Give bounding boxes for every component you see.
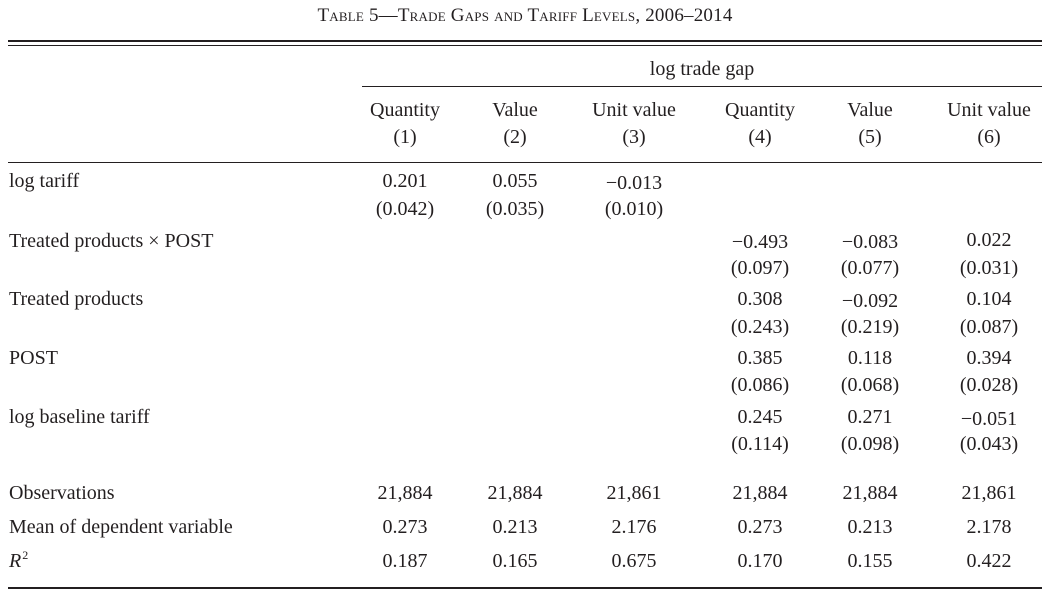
bottom-rule	[8, 587, 1042, 589]
coef-cell: 0.394	[966, 347, 1012, 369]
coef-cell: 0.104	[966, 288, 1012, 310]
column-number-2: (2)	[503, 126, 527, 148]
stat-cell: 0.170	[737, 550, 783, 572]
se-cell: (0.087)	[959, 316, 1019, 338]
column-header-6: Unit value	[947, 99, 1031, 121]
stat-cell: 0.213	[847, 516, 893, 538]
row-label-log-tariff: log tariff	[9, 170, 80, 192]
stat-cell: 21,861	[961, 482, 1017, 504]
column-number-3: (3)	[622, 126, 646, 148]
stat-cell: 0.213	[492, 516, 538, 538]
coef-cell: −0.013	[605, 172, 663, 194]
se-cell: (0.042)	[375, 198, 435, 220]
column-number-1: (1)	[393, 126, 417, 148]
row-label-mean-dependent: Mean of dependent variable	[9, 516, 233, 538]
se-cell: (0.043)	[959, 433, 1019, 455]
coef-cell: −0.092	[841, 290, 899, 312]
column-header-3: Unit value	[592, 99, 676, 121]
column-header-4: Quantity	[725, 99, 795, 121]
row-label-log-baseline-tariff: log baseline tariff	[9, 406, 150, 428]
column-header-5: Value	[847, 99, 893, 121]
stat-cell: 21,884	[842, 482, 898, 504]
coef-cell: 0.308	[737, 288, 783, 310]
coef-cell: −0.493	[731, 231, 789, 253]
stat-cell: 0.165	[492, 550, 538, 572]
coef-cell: 0.271	[847, 406, 893, 428]
se-cell: (0.243)	[730, 316, 790, 338]
stat-cell: 21,861	[606, 482, 662, 504]
coef-cell: −0.051	[960, 408, 1018, 430]
row-label-treated: Treated products	[9, 288, 144, 310]
header-rule	[8, 162, 1042, 163]
table-caption: Table 5—Trade Gaps and Tariff Levels, 20…	[317, 5, 733, 26]
r-squared-symbol: R	[9, 550, 22, 572]
stat-cell: 21,884	[487, 482, 543, 504]
se-cell: (0.031)	[959, 257, 1019, 279]
stat-cell: 21,884	[732, 482, 788, 504]
se-cell: (0.035)	[485, 198, 545, 220]
column-number-4: (4)	[748, 126, 772, 148]
se-cell: (0.086)	[730, 374, 790, 396]
top-rule-thin	[8, 45, 1042, 46]
r-squared-superscript: 2	[22, 548, 29, 562]
se-cell: (0.068)	[840, 374, 900, 396]
coef-cell: 0.118	[847, 347, 893, 369]
top-rule	[8, 40, 1042, 42]
coef-cell: 0.201	[382, 170, 428, 192]
row-label-observations: Observations	[9, 482, 115, 504]
stat-cell: 2.178	[966, 516, 1012, 538]
row-label-post: POST	[9, 347, 58, 369]
coef-cell: 0.055	[492, 170, 538, 192]
group-header: log trade gap	[649, 58, 755, 80]
row-label-r-squared: R2	[9, 548, 29, 575]
coef-cell: 0.245	[737, 406, 783, 428]
se-cell: (0.098)	[840, 433, 900, 455]
stat-cell: 0.155	[847, 550, 893, 572]
stat-cell: 0.422	[966, 550, 1012, 572]
group-rule	[362, 86, 1042, 87]
stat-cell: 2.176	[611, 516, 657, 538]
se-cell: (0.114)	[731, 433, 789, 455]
column-header-2: Value	[492, 99, 538, 121]
stat-cell: 21,884	[377, 482, 433, 504]
stat-cell: 0.187	[382, 550, 428, 572]
coef-cell: 0.385	[737, 347, 783, 369]
se-cell: (0.028)	[959, 374, 1019, 396]
coef-cell: 0.022	[966, 229, 1012, 251]
stat-cell: 0.273	[382, 516, 428, 538]
se-cell: (0.097)	[730, 257, 790, 279]
column-header-1: Quantity	[370, 99, 440, 121]
row-label-treated-post: Treated products × POST	[9, 230, 214, 252]
se-cell: (0.219)	[840, 316, 900, 338]
column-number-5: (5)	[858, 126, 882, 148]
se-cell: (0.010)	[604, 198, 664, 220]
coef-cell: −0.083	[841, 231, 899, 253]
stat-cell: 0.675	[611, 550, 657, 572]
se-cell: (0.077)	[840, 257, 900, 279]
column-number-6: (6)	[977, 126, 1001, 148]
stat-cell: 0.273	[737, 516, 783, 538]
